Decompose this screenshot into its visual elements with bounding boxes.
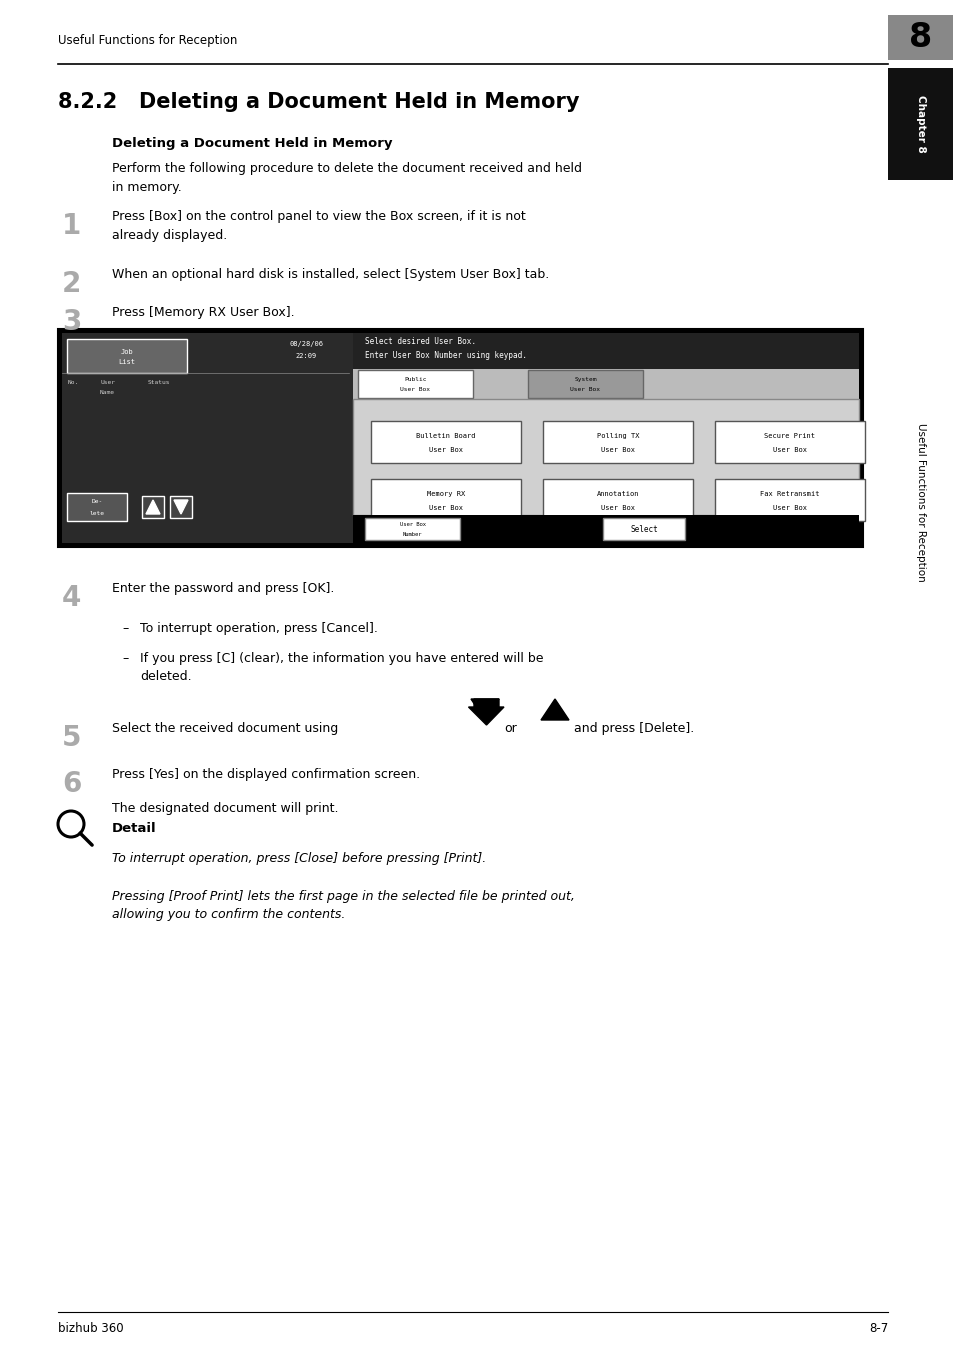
Text: The designated document will print.: The designated document will print. — [112, 802, 338, 815]
Text: User Box: User Box — [399, 522, 425, 527]
Text: Status: Status — [148, 380, 171, 385]
Text: Select the received document using: Select the received document using — [112, 722, 338, 735]
Bar — [353, 399, 858, 515]
Bar — [887, 15, 953, 59]
Text: Press [Box] on the control panel to view the Box screen, if it is not
already di: Press [Box] on the control panel to view… — [112, 210, 525, 242]
Text: To interrupt operation, press [Close] before pressing [Print].: To interrupt operation, press [Close] be… — [112, 852, 486, 865]
Text: Memory RX: Memory RX — [426, 491, 465, 498]
Text: Name: Name — [100, 389, 115, 395]
Text: 6: 6 — [62, 771, 81, 798]
Text: Chapter 8: Chapter 8 — [915, 95, 925, 153]
Text: Deleting a Document Held in Memory: Deleting a Document Held in Memory — [112, 137, 392, 150]
Bar — [714, 479, 864, 521]
Text: When an optional hard disk is installed, select [System User Box] tab.: When an optional hard disk is installed,… — [112, 268, 549, 281]
Text: 2: 2 — [62, 270, 81, 297]
Bar — [371, 420, 520, 462]
Text: User Box: User Box — [429, 506, 462, 511]
Polygon shape — [471, 699, 498, 721]
Text: 08/28/06: 08/28/06 — [289, 341, 323, 347]
Text: Polling TX: Polling TX — [597, 433, 639, 439]
Bar — [365, 518, 459, 539]
Bar — [542, 420, 692, 462]
Text: Job: Job — [120, 349, 133, 356]
Bar — [170, 496, 192, 518]
Bar — [353, 369, 858, 399]
Polygon shape — [173, 500, 188, 514]
Bar — [142, 496, 164, 518]
Text: User Box: User Box — [772, 506, 806, 511]
Text: bizhub 360: bizhub 360 — [58, 1322, 124, 1334]
Bar — [527, 370, 642, 397]
Bar — [357, 370, 473, 397]
Text: User: User — [100, 380, 115, 385]
Text: 3: 3 — [62, 308, 81, 337]
Text: 8.2.2   Deleting a Document Held in Memory: 8.2.2 Deleting a Document Held in Memory — [58, 92, 578, 112]
Text: 22:09: 22:09 — [295, 353, 316, 360]
Text: 8-7: 8-7 — [868, 1322, 887, 1334]
Text: System: System — [574, 377, 597, 383]
Text: No.: No. — [68, 380, 79, 385]
Bar — [542, 479, 692, 521]
Bar — [58, 329, 862, 548]
Text: Bulletin Board: Bulletin Board — [416, 433, 476, 439]
Text: lete: lete — [90, 511, 105, 516]
Text: 8: 8 — [908, 22, 932, 54]
Text: User Box: User Box — [400, 388, 430, 392]
Bar — [353, 333, 858, 544]
Text: 5: 5 — [62, 725, 81, 752]
Bar — [371, 479, 520, 521]
Text: Enter the password and press [OK].: Enter the password and press [OK]. — [112, 581, 334, 595]
Text: List: List — [118, 360, 135, 365]
Text: Secure Print: Secure Print — [763, 433, 815, 439]
Text: Detail: Detail — [112, 822, 156, 836]
Text: Annotation: Annotation — [597, 491, 639, 498]
Text: Useful Functions for Reception: Useful Functions for Reception — [58, 34, 237, 47]
Text: –: – — [122, 622, 128, 635]
Bar — [62, 333, 353, 544]
Text: To interrupt operation, press [Cancel].: To interrupt operation, press [Cancel]. — [140, 622, 377, 635]
Text: 4: 4 — [62, 584, 81, 612]
Text: and press [Delete].: and press [Delete]. — [574, 722, 694, 735]
Text: De-: De- — [91, 499, 103, 504]
Polygon shape — [540, 699, 568, 721]
Bar — [353, 333, 858, 369]
Text: User Box: User Box — [600, 506, 635, 511]
Text: Select: Select — [630, 525, 658, 534]
Text: Fax Retransmit: Fax Retransmit — [760, 491, 819, 498]
Text: User Box: User Box — [600, 448, 635, 453]
Text: Public: Public — [404, 377, 426, 383]
Bar — [353, 515, 858, 544]
Text: 1: 1 — [62, 212, 81, 241]
Text: Press [Yes] on the displayed confirmation screen.: Press [Yes] on the displayed confirmatio… — [112, 768, 419, 781]
Text: Pressing [Proof Print] lets the first page in the selected file be printed out,
: Pressing [Proof Print] lets the first pa… — [112, 890, 575, 921]
Bar — [887, 68, 953, 180]
Text: or: or — [503, 722, 517, 735]
Bar — [602, 518, 684, 539]
Text: Select desired User Box.: Select desired User Box. — [365, 338, 476, 346]
Text: User Box: User Box — [772, 448, 806, 453]
Text: Enter User Box Number using keypad.: Enter User Box Number using keypad. — [365, 352, 526, 361]
Text: User Box: User Box — [570, 388, 599, 392]
Text: Number: Number — [402, 533, 422, 538]
Bar — [714, 420, 864, 462]
Polygon shape — [146, 500, 160, 514]
Text: Useful Functions for Reception: Useful Functions for Reception — [915, 423, 925, 581]
Polygon shape — [468, 699, 503, 725]
Text: Perform the following procedure to delete the document received and held
in memo: Perform the following procedure to delet… — [112, 162, 581, 193]
Text: User Box: User Box — [429, 448, 462, 453]
Text: –: – — [122, 652, 128, 665]
Bar — [67, 493, 127, 521]
Text: If you press [C] (clear), the information you have entered will be
deleted.: If you press [C] (clear), the informatio… — [140, 652, 543, 683]
Bar — [67, 339, 187, 373]
Text: Press [Memory RX User Box].: Press [Memory RX User Box]. — [112, 306, 294, 319]
